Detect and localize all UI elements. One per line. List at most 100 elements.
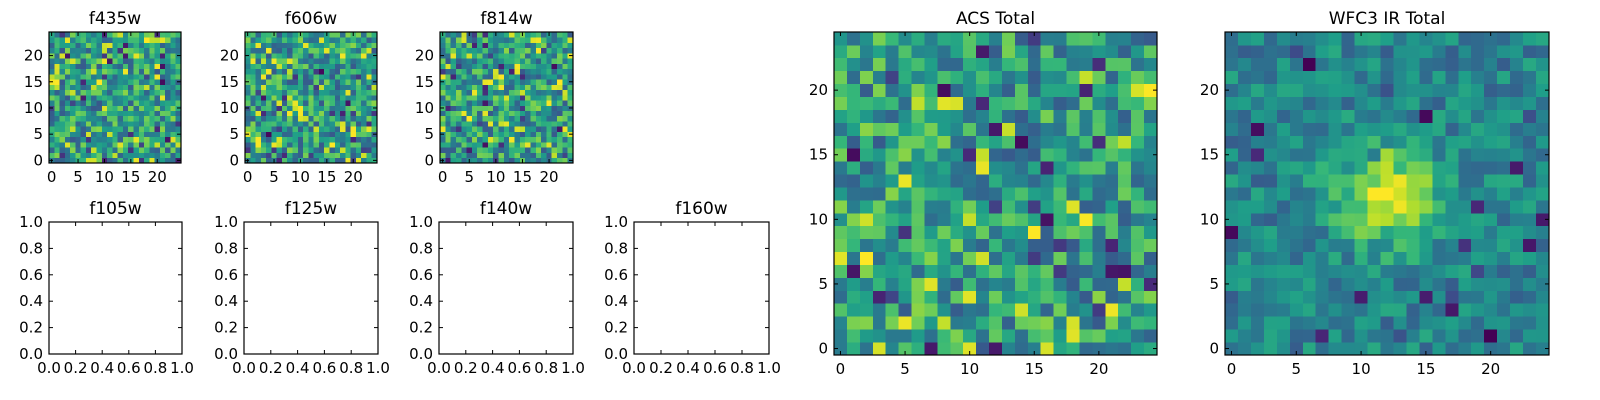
heatmap-cell bbox=[334, 63, 341, 70]
heatmap-cell bbox=[1432, 161, 1446, 175]
heatmap-cell bbox=[175, 110, 182, 117]
heatmap-cell bbox=[96, 136, 103, 143]
heatmap-cell bbox=[154, 58, 161, 64]
heatmap-cell bbox=[361, 58, 367, 64]
heatmap-cell bbox=[1536, 70, 1550, 85]
heatmap-cell bbox=[1144, 238, 1158, 253]
heatmap-cell bbox=[59, 32, 66, 38]
heatmap-cell bbox=[350, 73, 357, 80]
heatmap-cell bbox=[911, 212, 925, 227]
heatmap-cell bbox=[551, 73, 558, 80]
heatmap-cell bbox=[503, 157, 510, 164]
heatmap-cell bbox=[1419, 32, 1433, 46]
heatmap-cell bbox=[250, 157, 256, 164]
heatmap-cell bbox=[154, 147, 161, 153]
heatmap-cell bbox=[503, 63, 510, 70]
heatmap-cell bbox=[1302, 70, 1317, 85]
heatmap-cell bbox=[482, 94, 489, 101]
heatmap-cell bbox=[361, 152, 367, 159]
heatmap-cell bbox=[937, 70, 951, 85]
heatmap-cell bbox=[292, 73, 299, 80]
heatmap-cell bbox=[898, 174, 912, 188]
heatmap-cell bbox=[340, 42, 346, 49]
heatmap-cell bbox=[1066, 290, 1080, 304]
heatmap-cell bbox=[519, 52, 526, 59]
heatmap-cell bbox=[1471, 70, 1485, 85]
heatmap-cell bbox=[482, 105, 489, 111]
heatmap-cell bbox=[1014, 109, 1029, 123]
heatmap-cell bbox=[1354, 44, 1368, 59]
heatmap-cell bbox=[149, 110, 155, 117]
heatmap-cell bbox=[1445, 70, 1459, 85]
heatmap-cell bbox=[64, 52, 71, 59]
heatmap-cell bbox=[1144, 187, 1158, 201]
heatmap-cell bbox=[133, 94, 140, 101]
heatmap-cell bbox=[1105, 44, 1119, 59]
heatmap-cell bbox=[885, 303, 899, 317]
heatmap-cell bbox=[1432, 122, 1446, 136]
heatmap-cell bbox=[70, 110, 76, 117]
heatmap-cell bbox=[471, 126, 478, 132]
heatmap-cell bbox=[1014, 83, 1029, 97]
heatmap-cell bbox=[519, 131, 526, 138]
heatmap-cell bbox=[107, 110, 113, 117]
heatmap-cell bbox=[1497, 148, 1511, 162]
heatmap-cell bbox=[455, 142, 462, 148]
heatmap-cell bbox=[112, 73, 119, 80]
heatmap-cell bbox=[292, 52, 299, 59]
heatmap-cell bbox=[1014, 148, 1029, 162]
heatmap-cell bbox=[308, 126, 315, 132]
heatmap-cell bbox=[329, 84, 336, 91]
heatmap-cell bbox=[154, 110, 161, 117]
heatmap-cell bbox=[530, 47, 537, 54]
heatmap-cell bbox=[1380, 122, 1394, 136]
heatmap-cell bbox=[260, 73, 267, 80]
heatmap-cell bbox=[924, 264, 938, 278]
heatmap-cell bbox=[1497, 96, 1511, 110]
heatmap-cell bbox=[924, 32, 938, 46]
heatmap-cell bbox=[450, 136, 457, 143]
heatmap-cell bbox=[567, 115, 574, 122]
heatmap-cell bbox=[1225, 109, 1239, 123]
heatmap-cell bbox=[1510, 148, 1524, 162]
heatmap-cell bbox=[541, 58, 547, 64]
heatmap-cell bbox=[266, 94, 272, 101]
heatmap-cell bbox=[1053, 225, 1067, 240]
heatmap-cell bbox=[557, 115, 563, 122]
heatmap-cell bbox=[535, 105, 542, 111]
heatmap-cell bbox=[70, 121, 76, 127]
heatmap-cell bbox=[477, 32, 483, 38]
heatmap-cell bbox=[54, 47, 60, 54]
heatmap-cell bbox=[308, 142, 315, 148]
heatmap-cell bbox=[133, 32, 140, 38]
heatmap-cell bbox=[80, 37, 87, 43]
heatmap-cell bbox=[1225, 199, 1239, 214]
heatmap-cell bbox=[1302, 316, 1317, 330]
heatmap-cell bbox=[250, 68, 256, 75]
heatmap-cell bbox=[976, 96, 990, 110]
heatmap-cell bbox=[149, 105, 155, 111]
axes-frame bbox=[243, 221, 379, 355]
heatmap-cell bbox=[898, 44, 912, 59]
heatmap-cell bbox=[498, 136, 505, 143]
heatmap-cell bbox=[911, 342, 925, 356]
heatmap-cell bbox=[340, 157, 346, 164]
heatmap-cell bbox=[551, 121, 558, 127]
heatmap-cell bbox=[96, 126, 103, 132]
heatmap-cell bbox=[567, 84, 574, 91]
heatmap-cell bbox=[1523, 225, 1537, 240]
heatmap-cell bbox=[128, 63, 134, 70]
heatmap-cell bbox=[455, 131, 462, 138]
heatmap-cell bbox=[562, 157, 569, 164]
heatmap-cell bbox=[292, 79, 299, 85]
heatmap-cell bbox=[112, 147, 119, 153]
heatmap-cell bbox=[144, 37, 150, 43]
heatmap-cell bbox=[133, 58, 140, 64]
heatmap-cell bbox=[170, 32, 177, 38]
heatmap-cell bbox=[1250, 290, 1265, 304]
heatmap-cell bbox=[1237, 122, 1252, 136]
heatmap-cell bbox=[1066, 122, 1080, 136]
x-tick-label: 5 bbox=[269, 168, 279, 186]
heatmap-cell bbox=[340, 79, 346, 85]
heatmap-cell bbox=[846, 199, 861, 214]
